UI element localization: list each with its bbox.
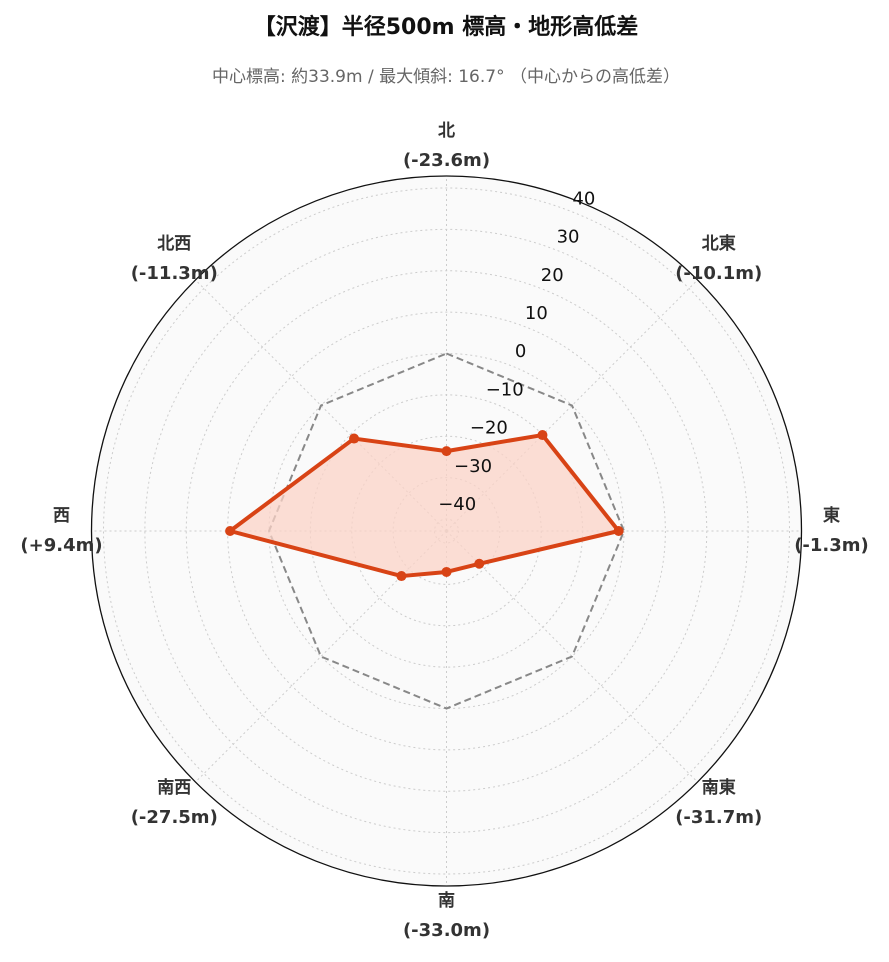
data-point (441, 566, 452, 577)
value-label: (-33.0m) (403, 920, 490, 941)
plot-border (90, 175, 803, 887)
data-point (225, 526, 236, 536)
reference-line (267, 352, 626, 710)
y-tick-label: −20 (470, 418, 508, 439)
chart-title: 【沢渡】半径500m 標高・地形高低差 (254, 14, 639, 40)
grid-circle (102, 187, 791, 875)
data-point (537, 430, 548, 441)
value-label: (+9.4m) (20, 535, 102, 556)
value-label: (-11.3m) (131, 263, 218, 284)
category-label: 東 (823, 505, 840, 526)
angular-grid-line (195, 279, 447, 532)
category-label: 南東 (702, 777, 736, 798)
y-tick-label: 40 (572, 188, 595, 209)
value-label: (-1.3m) (794, 535, 869, 556)
category-label: 北 (438, 121, 455, 141)
data-point (474, 558, 485, 569)
grid-circle (227, 311, 666, 751)
y-tick-label: 10 (525, 303, 548, 324)
category-label: 南西 (157, 777, 191, 798)
data-point (441, 446, 452, 457)
y-tick-label: 20 (541, 265, 564, 286)
angular-grid-line (446, 530, 698, 783)
data-point (613, 526, 624, 536)
data-point (349, 433, 360, 444)
y-tick-label: −30 (454, 456, 492, 477)
value-label: (-10.1m) (675, 263, 762, 284)
value-label: (-31.7m) (675, 807, 762, 828)
chart-subtitle: 中心標高: 約33.9m / 最大傾斜: 16.7° （中心からの高低差） (212, 67, 680, 87)
y-tick-label: 30 (557, 227, 580, 248)
value-label: (-27.5m) (131, 807, 218, 828)
data-point (396, 571, 407, 582)
category-label: 北東 (702, 233, 736, 254)
angular-grid-line (446, 279, 698, 532)
value-label: (-23.6m) (403, 150, 490, 171)
category-label: 西 (53, 506, 70, 526)
y-tick-label: 0 (515, 341, 526, 362)
y-tick-label: −40 (438, 494, 476, 515)
category-label: 南 (438, 890, 455, 911)
angular-grid-line (195, 530, 447, 783)
category-label: 北西 (157, 234, 191, 254)
y-tick-label: −10 (486, 379, 524, 400)
